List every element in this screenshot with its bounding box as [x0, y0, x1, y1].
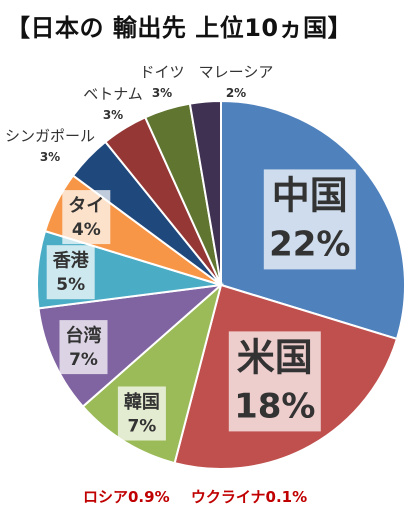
slice-value-1: 18% — [234, 386, 315, 426]
slice-label-1: 米国 18% — [228, 331, 321, 432]
pie-labels: 中国 22% 米国 18% 韓国 7% 台湾 7% 香港 5% タイ 4% シンガポール 3% ベトナム 3%… — [5, 63, 356, 441]
pie-slice-9 — [188, 99, 222, 286]
slice-name-9: マレーシア — [199, 63, 274, 81]
slice-value-3: 7% — [69, 350, 98, 370]
slice-name-2: 韓国 — [124, 391, 160, 413]
chart-title: 【日本の 輸出先 上位10ヵ国】 — [6, 14, 353, 42]
slice-name-6: シンガポール — [5, 127, 95, 145]
slice-label-2: 韓国 7% — [117, 386, 166, 441]
slice-label-5: タイ 4% — [62, 190, 111, 245]
slice-label-box-4 — [46, 245, 95, 300]
slice-name-4: 香港 — [52, 251, 90, 272]
pie-slice-3 — [37, 283, 225, 408]
slice-name-7: ベトナム — [83, 85, 143, 103]
slice-label-6: シンガポール 3% — [5, 127, 95, 164]
footnote: ロシア0.9% ウクライナ0.1% — [83, 486, 307, 507]
slice-value-6: 3% — [40, 150, 60, 164]
slice-label-0: 中国 22% — [263, 169, 356, 270]
slice-label-4: 香港 5% — [46, 245, 95, 300]
slice-label-8: ドイツ 3% — [139, 63, 184, 100]
slice-label-box-0 — [263, 169, 356, 270]
slice-name-8: ドイツ — [139, 63, 184, 81]
slice-name-1: 米国 — [237, 336, 313, 380]
slice-label-9: マレーシア 2% — [199, 63, 274, 100]
slice-value-5: 4% — [72, 220, 101, 240]
pie-slice-2 — [81, 282, 223, 465]
slice-label-7: ベトナム 3% — [83, 85, 143, 122]
annotation-russia: ロシア0.9% — [83, 488, 170, 506]
slice-name-0: 中国 — [272, 174, 348, 218]
slice-label-box-3 — [59, 320, 108, 375]
slice-label-box-2 — [117, 386, 166, 441]
slice-value-4: 5% — [56, 275, 85, 295]
slice-value-9: 2% — [226, 86, 246, 100]
slice-name-5: タイ — [68, 195, 104, 216]
slice-value-2: 7% — [127, 416, 156, 436]
annotation-ukraine: ウクライナ0.1% — [190, 488, 308, 506]
slice-label-box-5 — [62, 190, 111, 245]
slice-value-7: 3% — [103, 108, 123, 122]
slice-label-box-1 — [228, 331, 321, 432]
slice-label-3: 台湾 7% — [59, 320, 108, 375]
slice-name-3: 台湾 — [66, 324, 102, 346]
slice-value-8: 3% — [152, 86, 172, 100]
slice-value-0: 22% — [269, 224, 350, 264]
